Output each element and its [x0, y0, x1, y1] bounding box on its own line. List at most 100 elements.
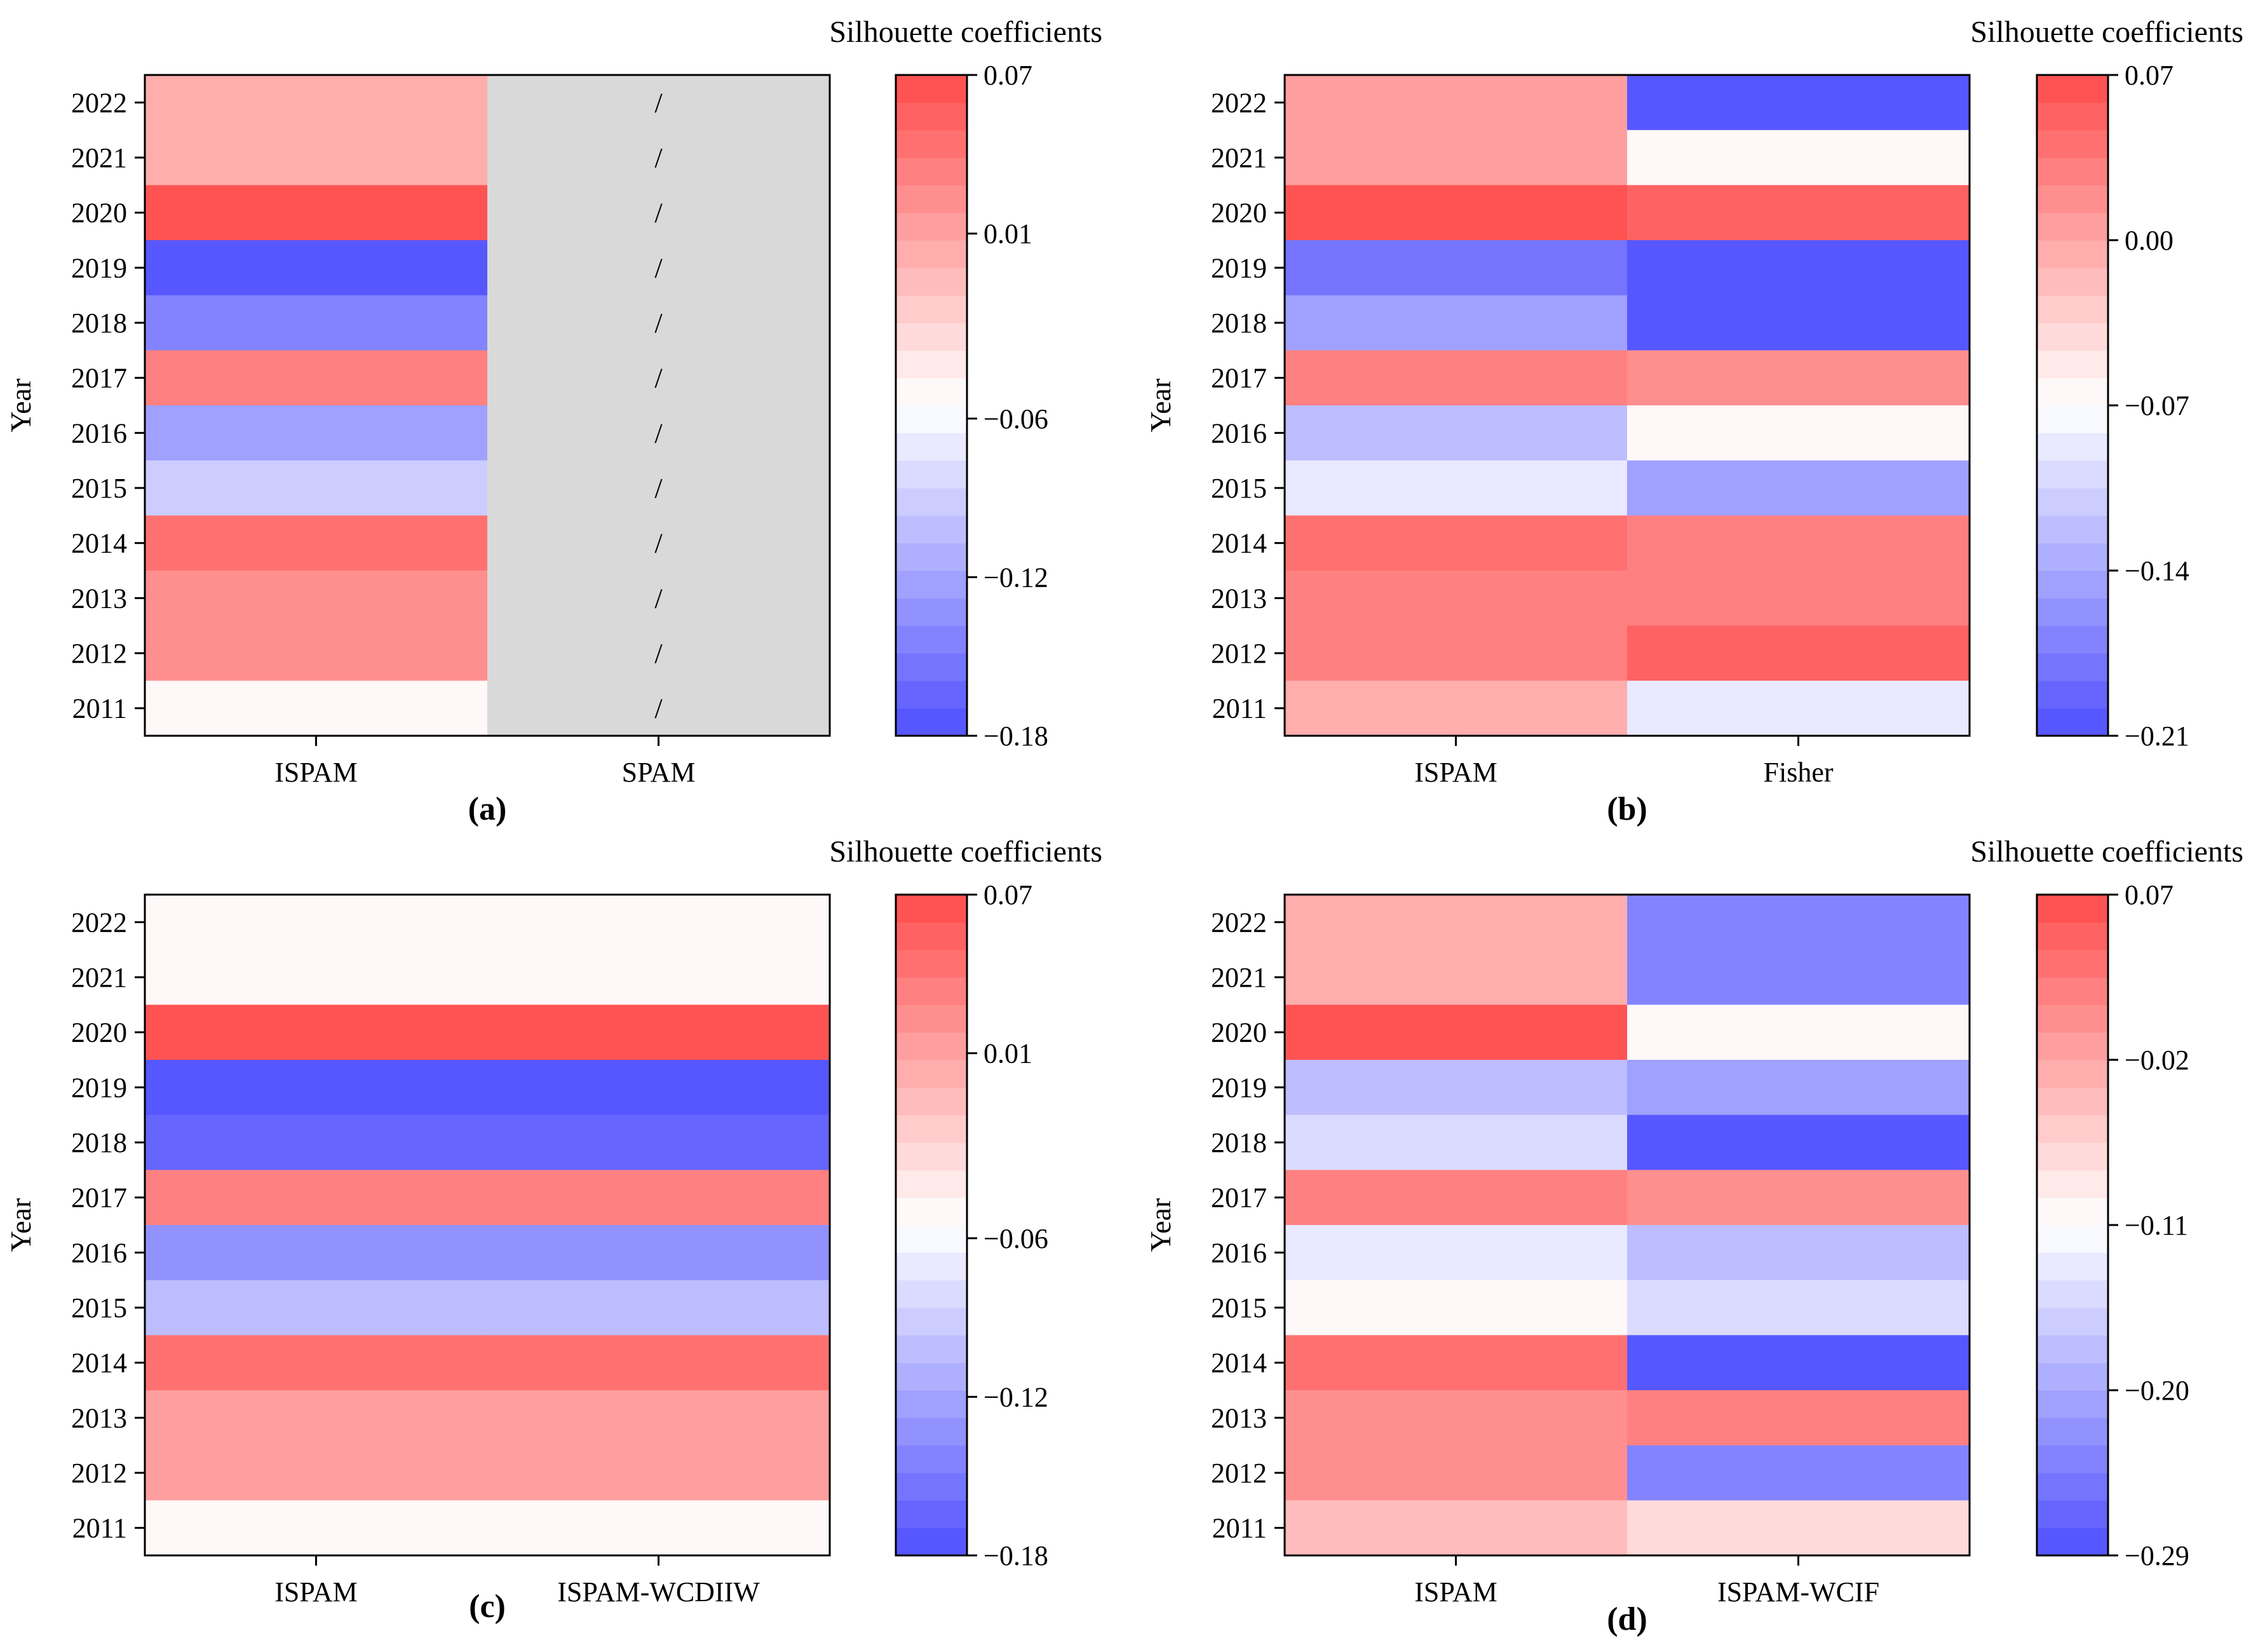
- heatmap-cell: [1627, 240, 1970, 296]
- colorbar-tick-label: 0.07: [2125, 879, 2173, 911]
- x-tick-label: Fisher: [1764, 757, 1834, 788]
- y-tick-label: 2022: [1211, 907, 1267, 938]
- colorbar-tick-label: 0.07: [2125, 60, 2173, 91]
- colorbar-tick-label: −0.07: [2125, 390, 2189, 421]
- colorbar-segment: [2037, 1005, 2108, 1033]
- colorbar-segment: [896, 75, 967, 103]
- colorbar-segment: [896, 1252, 967, 1281]
- colorbar-segment: [896, 708, 967, 736]
- y-tick-label: 2021: [71, 142, 127, 173]
- heatmap-cell: [1285, 460, 1628, 516]
- heatmap-cell: [1627, 571, 1970, 626]
- colorbar-segment: [2037, 1500, 2108, 1529]
- heatmap-cell: [487, 75, 830, 131]
- colorbar-segment: [2037, 680, 2108, 709]
- y-tick-label: 2013: [1211, 583, 1267, 614]
- heatmap-cell: [1285, 1225, 1628, 1281]
- heatmap-cell: [145, 895, 488, 951]
- colorbar-tick-label: −0.20: [2125, 1375, 2189, 1406]
- heatmap-cell: [487, 460, 830, 516]
- y-tick-label: 2015: [1211, 473, 1267, 504]
- heatmap-cell: [145, 240, 488, 296]
- heatmap-cell: [487, 295, 830, 351]
- heatmap-cell: [487, 350, 830, 406]
- y-tick-label: 2020: [1211, 198, 1267, 229]
- heatmap-cell: [1627, 949, 1970, 1005]
- heatmap-cell: [1285, 75, 1628, 131]
- missing-value-marker: /: [654, 308, 663, 339]
- colorbar-segment: [2037, 895, 2108, 923]
- colorbar-segment: [2037, 1445, 2108, 1473]
- missing-value-marker: /: [654, 417, 663, 449]
- heatmap-cell: [487, 130, 830, 186]
- missing-value-marker: /: [654, 87, 663, 118]
- colorbar-segment: [2037, 460, 2108, 489]
- heatmap-cell: [1627, 1005, 1970, 1060]
- heatmap-cell: [487, 1060, 830, 1116]
- missing-value-marker: /: [654, 638, 663, 669]
- heatmap-cell: [1627, 1390, 1970, 1446]
- heatmap-cell: [145, 185, 488, 241]
- colorbar-tick-label: −0.06: [984, 403, 1048, 435]
- colorbar-segment: [2037, 1252, 2108, 1281]
- colorbar-segment: [2037, 1060, 2108, 1088]
- colorbar-segment: [896, 1170, 967, 1198]
- colorbar-segment: [896, 1087, 967, 1116]
- colorbar-segment: [2037, 708, 2108, 736]
- colorbar-frame: [895, 74, 968, 737]
- heatmap-cell: [487, 1225, 830, 1281]
- y-tick-label: 2012: [1211, 638, 1267, 669]
- heatmap-cell: [1285, 240, 1628, 296]
- colorbar-segment: [2037, 295, 2108, 323]
- y-tick-label: 2022: [71, 907, 127, 938]
- heatmap-cell: [145, 405, 488, 461]
- heatmap-frame: [1283, 893, 1971, 1557]
- heatmap-cell: [1627, 1500, 1970, 1556]
- y-tick-label: 2016: [1211, 417, 1267, 449]
- heatmap-cell: [487, 625, 830, 681]
- x-tick-label: ISPAM: [1414, 1576, 1497, 1608]
- colorbar-segment: [2037, 267, 2108, 296]
- colorbar-segment: [2037, 1197, 2108, 1226]
- missing-value-marker: /: [654, 252, 663, 283]
- panel-c: 2022 2021 2020 2019 2018 2017 2016 2015 2014 2013…: [4, 835, 1102, 1625]
- colorbar-segment: [896, 977, 967, 1005]
- heatmap-cell: [145, 1390, 488, 1446]
- colorbar-tick-label: 0.07: [984, 879, 1032, 911]
- y-tick-label: 2015: [1211, 1292, 1267, 1324]
- heatmap-cell: [145, 1060, 488, 1116]
- panel-d: 2022 2021 2020 2019 2018 2017 2016 2015 2014 2013…: [1144, 835, 2243, 1637]
- colorbar-tick-label: −0.12: [984, 562, 1048, 593]
- colorbar-segment: [896, 598, 967, 626]
- colorbar-segment: [2037, 949, 2108, 978]
- heatmap-cell: [1285, 1170, 1628, 1226]
- y-tick-label: 2016: [71, 1237, 127, 1268]
- colorbar-tick-label: 0.01: [984, 219, 1032, 250]
- heatmap-cell: [145, 1005, 488, 1060]
- colorbar-segment: [2037, 1418, 2108, 1446]
- colorbar-segment: [896, 1500, 967, 1529]
- heatmap-cell: [1285, 571, 1628, 626]
- colorbar-tick-label: −0.29: [2125, 1540, 2189, 1571]
- colorbar-segment: [2037, 185, 2108, 213]
- y-tick-label: 2022: [1211, 87, 1267, 118]
- heatmap-cell: [487, 515, 830, 571]
- colorbar-tick-label: −0.14: [2125, 555, 2189, 586]
- heatmap-cell: [1285, 1114, 1628, 1170]
- colorbar-segment: [896, 1225, 967, 1253]
- colorbar-segment: [2037, 350, 2108, 379]
- heatmap-cell: [487, 185, 830, 241]
- heatmap-cell: [145, 949, 488, 1005]
- heatmap-cell: [487, 895, 830, 951]
- colorbar-segment: [2037, 405, 2108, 433]
- colorbar-tick-label: −0.02: [2125, 1045, 2189, 1076]
- colorbar-title: Silhouette coefficients: [1970, 835, 2243, 869]
- colorbar-segment: [2037, 212, 2108, 241]
- colorbar-segment: [896, 102, 967, 131]
- colorbar-segment: [2037, 1142, 2108, 1170]
- y-axis-title: Year: [1144, 1198, 1177, 1252]
- y-tick-label: 2016: [1211, 1237, 1267, 1268]
- colorbar-segment: [896, 949, 967, 978]
- colorbar-segment: [2037, 598, 2108, 626]
- heatmap-cell: [1627, 680, 1970, 736]
